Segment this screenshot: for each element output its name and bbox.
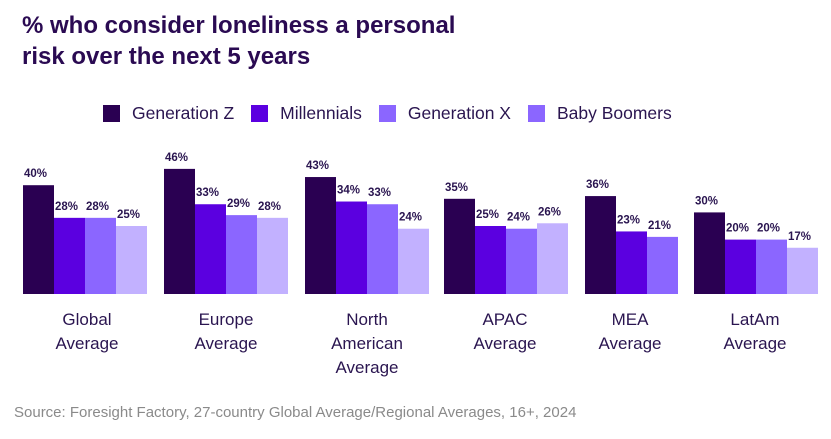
chart-title-line-2: risk over the next 5 years <box>22 43 311 70</box>
legend-swatch <box>378 105 396 122</box>
bar <box>694 212 725 294</box>
bar <box>195 204 226 294</box>
category-label: LatAm Average <box>723 310 786 353</box>
bar <box>537 223 568 294</box>
data-label: 25% <box>117 209 140 221</box>
data-label: 28% <box>55 201 78 213</box>
chart-title: % who consider loneliness a personal ris… <box>22 10 582 72</box>
bar <box>54 217 85 294</box>
data-label: 36% <box>586 179 609 191</box>
data-label: 29% <box>227 198 250 210</box>
bar <box>85 217 116 294</box>
chart-legend: Generation Z Millennials Generation X Baby … <box>103 103 689 124</box>
bar <box>257 217 288 294</box>
bar <box>367 204 398 294</box>
legend-item: Millennials <box>251 103 362 124</box>
bar <box>444 198 475 294</box>
legend-item: Generation X <box>378 103 511 124</box>
data-label: 33% <box>368 187 391 199</box>
legend-label: Millennials <box>280 103 362 123</box>
data-label: 20% <box>757 223 780 235</box>
data-label: 28% <box>86 201 109 213</box>
legend-label: Generation X <box>407 103 511 123</box>
legend-label: Generation Z <box>132 103 235 123</box>
bar <box>647 236 678 294</box>
source-note: Source: Foresight Factory, 27-country Gl… <box>14 404 577 421</box>
bar <box>725 239 756 294</box>
data-label: 25% <box>476 209 499 221</box>
bar-group: 43% 34% 33% 24% <box>305 160 429 294</box>
legend-swatch <box>251 105 269 122</box>
category-label: Europe Average <box>194 310 257 353</box>
legend-item: Generation Z <box>103 103 234 124</box>
category-label: North American Average <box>331 310 403 377</box>
data-label: 33% <box>196 187 219 199</box>
bar <box>164 168 195 294</box>
data-label: 30% <box>695 195 718 207</box>
bar-group: 40% 28% 28% 25% <box>23 168 147 294</box>
data-label: 28% <box>258 201 281 213</box>
data-label: 23% <box>617 214 640 226</box>
data-label: 24% <box>507 212 530 224</box>
bar-chart: 40% 28% 28% 25% Global Average 46% 33% 29% 28% Eur… <box>23 152 818 377</box>
bar <box>398 228 429 294</box>
data-label: 34% <box>337 185 360 197</box>
legend-swatch <box>527 105 545 122</box>
legend-label: Baby Boomers <box>556 103 672 123</box>
bar <box>116 226 147 294</box>
bar-group: 35% 25% 24% 26% <box>444 182 568 294</box>
chart-title-line-1: % who consider loneliness a personal <box>22 12 456 39</box>
bar <box>305 177 336 294</box>
bar-group: 36% 23% 21% <box>585 179 678 294</box>
bar <box>787 247 818 294</box>
bar <box>226 215 257 294</box>
data-label: 43% <box>306 160 329 172</box>
data-label: 21% <box>648 220 671 232</box>
category-label: Global Average <box>55 310 118 353</box>
bar <box>756 239 787 294</box>
bar <box>506 228 537 294</box>
data-label: 35% <box>445 182 468 194</box>
category-label: APAC Average <box>473 310 536 353</box>
bar <box>585 196 616 294</box>
data-label: 20% <box>726 223 749 235</box>
bar <box>475 226 506 294</box>
bar <box>336 201 367 294</box>
data-label: 46% <box>165 152 188 164</box>
data-label: 17% <box>788 231 811 243</box>
bar-group: 30% 20% 20% 17% <box>694 195 818 294</box>
data-label: 40% <box>24 168 47 180</box>
legend-item: Baby Boomers <box>527 103 672 124</box>
legend-swatch <box>103 105 120 122</box>
bar <box>616 231 647 294</box>
bar-group: 46% 33% 29% 28% <box>164 152 288 294</box>
data-label: 24% <box>399 212 422 224</box>
category-label: MEA Average <box>598 310 661 353</box>
bar <box>23 185 54 294</box>
data-label: 26% <box>538 206 561 218</box>
